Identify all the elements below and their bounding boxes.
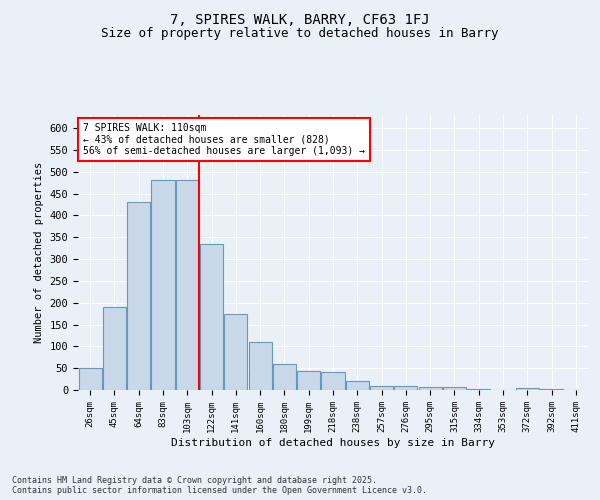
Bar — [273, 364, 296, 390]
Bar — [346, 382, 369, 390]
Bar — [127, 202, 150, 390]
Bar — [370, 386, 393, 390]
Bar — [176, 180, 199, 390]
Text: 7, SPIRES WALK, BARRY, CF63 1FJ: 7, SPIRES WALK, BARRY, CF63 1FJ — [170, 12, 430, 26]
Bar — [224, 314, 247, 390]
Bar — [322, 372, 344, 390]
Bar — [540, 389, 563, 390]
Bar — [248, 342, 272, 390]
Bar — [79, 368, 101, 390]
Bar — [151, 180, 175, 390]
Bar — [200, 244, 223, 390]
Bar — [394, 386, 418, 390]
Bar — [103, 307, 126, 390]
Bar — [467, 388, 490, 390]
Bar — [297, 371, 320, 390]
Text: 7 SPIRES WALK: 110sqm
← 43% of detached houses are smaller (828)
56% of semi-det: 7 SPIRES WALK: 110sqm ← 43% of detached … — [83, 123, 365, 156]
X-axis label: Distribution of detached houses by size in Barry: Distribution of detached houses by size … — [171, 438, 495, 448]
Text: Size of property relative to detached houses in Barry: Size of property relative to detached ho… — [101, 28, 499, 40]
Bar — [419, 386, 442, 390]
Text: Contains HM Land Registry data © Crown copyright and database right 2025.
Contai: Contains HM Land Registry data © Crown c… — [12, 476, 427, 495]
Y-axis label: Number of detached properties: Number of detached properties — [34, 162, 44, 343]
Bar — [443, 386, 466, 390]
Bar — [516, 388, 539, 390]
